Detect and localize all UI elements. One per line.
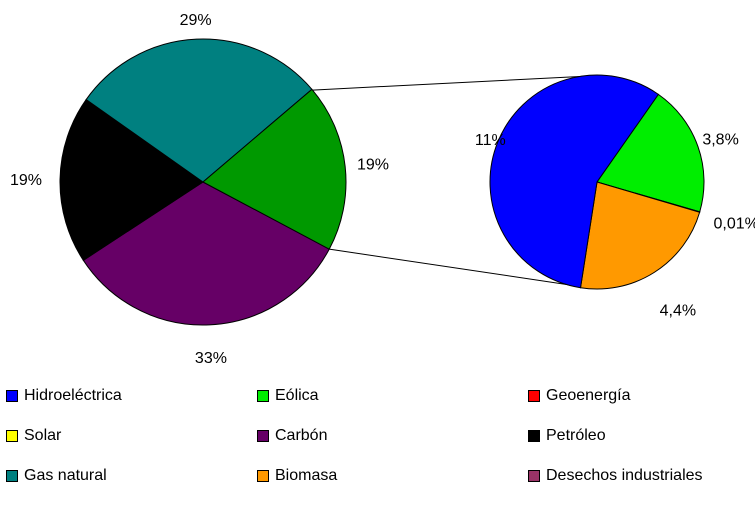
secondary-slice-biomasa — [579, 181, 701, 290]
legend-item-desechos-industriales: Desechos industriales — [528, 466, 703, 486]
legend-swatch — [528, 430, 540, 442]
secondary-label-geoenergia: 0,01% — [713, 216, 755, 233]
secondary-pie — [489, 74, 705, 290]
legend-swatch — [257, 430, 269, 442]
legend-swatch — [6, 470, 18, 482]
legend-item-hidroelectrica: Hidroeléctrica — [6, 386, 122, 406]
legend-label: Desechos industriales — [546, 467, 703, 484]
connector-lines — [312, 75, 591, 289]
legend-swatch — [6, 390, 18, 402]
main-label-renovables: 19% — [357, 157, 389, 174]
legend-item-geoenergia: Geoenergía — [528, 386, 631, 406]
main-pie — [59, 38, 347, 326]
legend-swatch — [528, 390, 540, 402]
secondary-label-eolica: 3,8% — [702, 132, 738, 149]
main-label-petroleo: 19% — [10, 172, 42, 189]
legend-label: Geoenergía — [546, 387, 631, 404]
connector-line-top — [312, 75, 591, 91]
legend: Hidroeléctrica Eólica Geoenergía Solar Carbó… — [0, 380, 755, 506]
legend-item-petroleo: Petróleo — [528, 426, 606, 446]
legend-swatch — [257, 470, 269, 482]
main-slice-renovables — [202, 88, 347, 250]
legend-item-eolica: Eólica — [257, 386, 319, 406]
main-slice-gas-natural — [85, 38, 313, 183]
legend-item-carbon: Carbón — [257, 426, 327, 446]
secondary-slice-eolica — [596, 93, 705, 213]
legend-item-biomasa: Biomasa — [257, 466, 337, 486]
secondary-label-biomasa: 4,4% — [660, 303, 696, 320]
legend-label: Carbón — [275, 427, 328, 444]
chart-svg: 33% 19% 29% 19% 3,8% 0,01% 4,4% 11% — [10, 12, 755, 367]
legend-label: Gas natural — [24, 467, 107, 484]
legend-item-gas-natural: Gas natural — [6, 466, 107, 486]
legend-label: Petróleo — [546, 427, 606, 444]
legend-label: Solar — [24, 427, 62, 444]
legend-swatch — [6, 430, 18, 442]
legend-label: Hidroeléctrica — [24, 387, 122, 404]
legend-item-solar: Solar — [6, 426, 61, 446]
legend-swatch — [257, 390, 269, 402]
main-label-gas-natural: 29% — [180, 12, 212, 29]
legend-swatch — [528, 470, 540, 482]
main-label-carbon: 33% — [195, 350, 227, 367]
secondary-slice-hidroelectrica — [489, 74, 660, 289]
legend-label: Biomasa — [275, 467, 338, 484]
connector-line-bottom — [329, 248, 591, 289]
secondary-label-hidroelectrica: 11% — [475, 132, 506, 149]
slice-labels: 33% 19% 29% 19% 3,8% 0,01% 4,4% 11% — [10, 12, 755, 367]
main-slice-carbon — [82, 181, 330, 326]
legend-label: Eólica — [275, 387, 319, 404]
main-slice-petroleo — [59, 98, 204, 261]
